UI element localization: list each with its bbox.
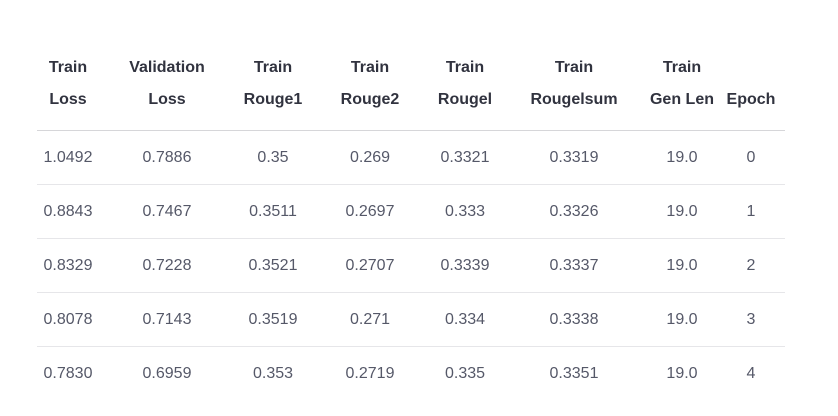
cell-train-gen-len: 19.0 — [647, 238, 717, 293]
cell-train-rouge1: 0.353 — [252, 364, 294, 382]
cell-train-rougelsum: 0.3338 — [501, 292, 647, 347]
cell-train-loss: 0.8078 — [37, 292, 99, 347]
cell-train-loss: 0.7830 — [43, 364, 93, 382]
cell-train-gen-len: 19.0 — [647, 292, 717, 347]
column-header-train-gen-len: Train Gen Len — [647, 52, 717, 131]
header-line-1: Train — [253, 59, 293, 76]
table-row: 0.8329 0.7228 0.3521 0.2707 0.3339 0.333… — [37, 238, 785, 293]
column-header-validation-loss: Validation Loss — [99, 52, 235, 131]
cell-train-rougel: 0.333 — [429, 184, 501, 239]
cell-train-gen-len: 19.0 — [666, 364, 698, 382]
header-line-1: Train — [662, 59, 702, 76]
header-line-1: Train — [554, 59, 594, 76]
header-line-1: Train — [445, 59, 485, 76]
header-line-2: Rouge1 — [243, 91, 303, 108]
cell-validation-loss: 0.7228 — [99, 238, 235, 293]
training-results-table: Train Loss Validation Loss Train Rouge1 … — [37, 52, 785, 400]
cell-train-rouge1: 0.35 — [235, 130, 311, 185]
cell-train-rougel: 0.3339 — [429, 238, 501, 293]
column-header-train-rouge1: Train Rouge1 — [235, 52, 311, 131]
header-line-2: Rougel — [437, 91, 493, 108]
cell-train-rougel: 0.3321 — [429, 130, 501, 185]
table-row: 0.8843 0.7467 0.3511 0.2697 0.333 0.3326… — [37, 184, 785, 239]
cell-train-rouge2: 0.271 — [311, 292, 429, 347]
header-line-2: Epoch — [726, 91, 776, 108]
cell-train-loss: 1.0492 — [37, 130, 99, 185]
cell-train-loss: 0.8843 — [37, 184, 99, 239]
cell-validation-loss: 0.7467 — [99, 184, 235, 239]
table-row: 0.8078 0.7143 0.3519 0.271 0.334 0.3338 … — [37, 292, 785, 347]
cell-train-rouge2: 0.2697 — [311, 184, 429, 239]
cell-train-gen-len: 19.0 — [647, 130, 717, 185]
column-header-epoch: Epoch — [717, 52, 785, 131]
cell-epoch: 3 — [717, 292, 785, 347]
header-row: Train Loss Validation Loss Train Rouge1 … — [37, 52, 785, 131]
cell-epoch: 0 — [717, 130, 785, 185]
cell-train-rouge1: 0.3521 — [235, 238, 311, 293]
cell-train-rouge1: 0.3511 — [235, 184, 311, 239]
cell-validation-loss: 0.7886 — [99, 130, 235, 185]
table-row: 0.7830 0.6959 0.353 0.2719 0.335 0.3351 … — [37, 347, 785, 401]
cell-train-gen-len: 19.0 — [647, 184, 717, 239]
header-line-2: Loss — [49, 91, 87, 108]
cell-train-rougelsum: 0.3326 — [501, 184, 647, 239]
header-line-1: Train — [350, 59, 390, 76]
cell-train-rougelsum: 0.3337 — [501, 238, 647, 293]
header-line-2: Loss — [148, 91, 186, 108]
cell-train-rougelsum: 0.3351 — [549, 364, 599, 382]
column-header-train-rouge2: Train Rouge2 — [311, 52, 429, 131]
cell-epoch: 4 — [746, 364, 756, 382]
cell-train-rouge1: 0.3519 — [235, 292, 311, 347]
column-header-train-rougel: Train Rougel — [429, 52, 501, 131]
cell-validation-loss: 0.7143 — [99, 292, 235, 347]
header-line-2: Gen Len — [649, 91, 714, 108]
cell-train-rougel: 0.335 — [444, 364, 486, 382]
column-header-train-rougelsum: Train Rougelsum — [501, 52, 647, 131]
table-row: 1.0492 0.7886 0.35 0.269 0.3321 0.3319 1… — [37, 130, 785, 185]
header-line-1: Train — [48, 59, 88, 76]
cell-epoch: 1 — [717, 184, 785, 239]
cell-train-rouge2: 0.2719 — [345, 364, 395, 382]
cell-train-loss: 0.8329 — [37, 238, 99, 293]
cell-train-rouge2: 0.2707 — [311, 238, 429, 293]
cell-train-rougelsum: 0.3319 — [501, 130, 647, 185]
training-results-table-container: Train Loss Validation Loss Train Rouge1 … — [37, 52, 785, 400]
cell-train-rougel: 0.334 — [429, 292, 501, 347]
header-line-1: Validation — [129, 59, 205, 76]
column-header-train-loss: Train Loss — [37, 52, 99, 131]
cell-train-rouge2: 0.269 — [311, 130, 429, 185]
header-line-2: Rouge2 — [340, 91, 400, 108]
cell-epoch: 2 — [717, 238, 785, 293]
cell-validation-loss: 0.6959 — [142, 364, 192, 382]
header-line-2: Rougelsum — [530, 91, 618, 108]
